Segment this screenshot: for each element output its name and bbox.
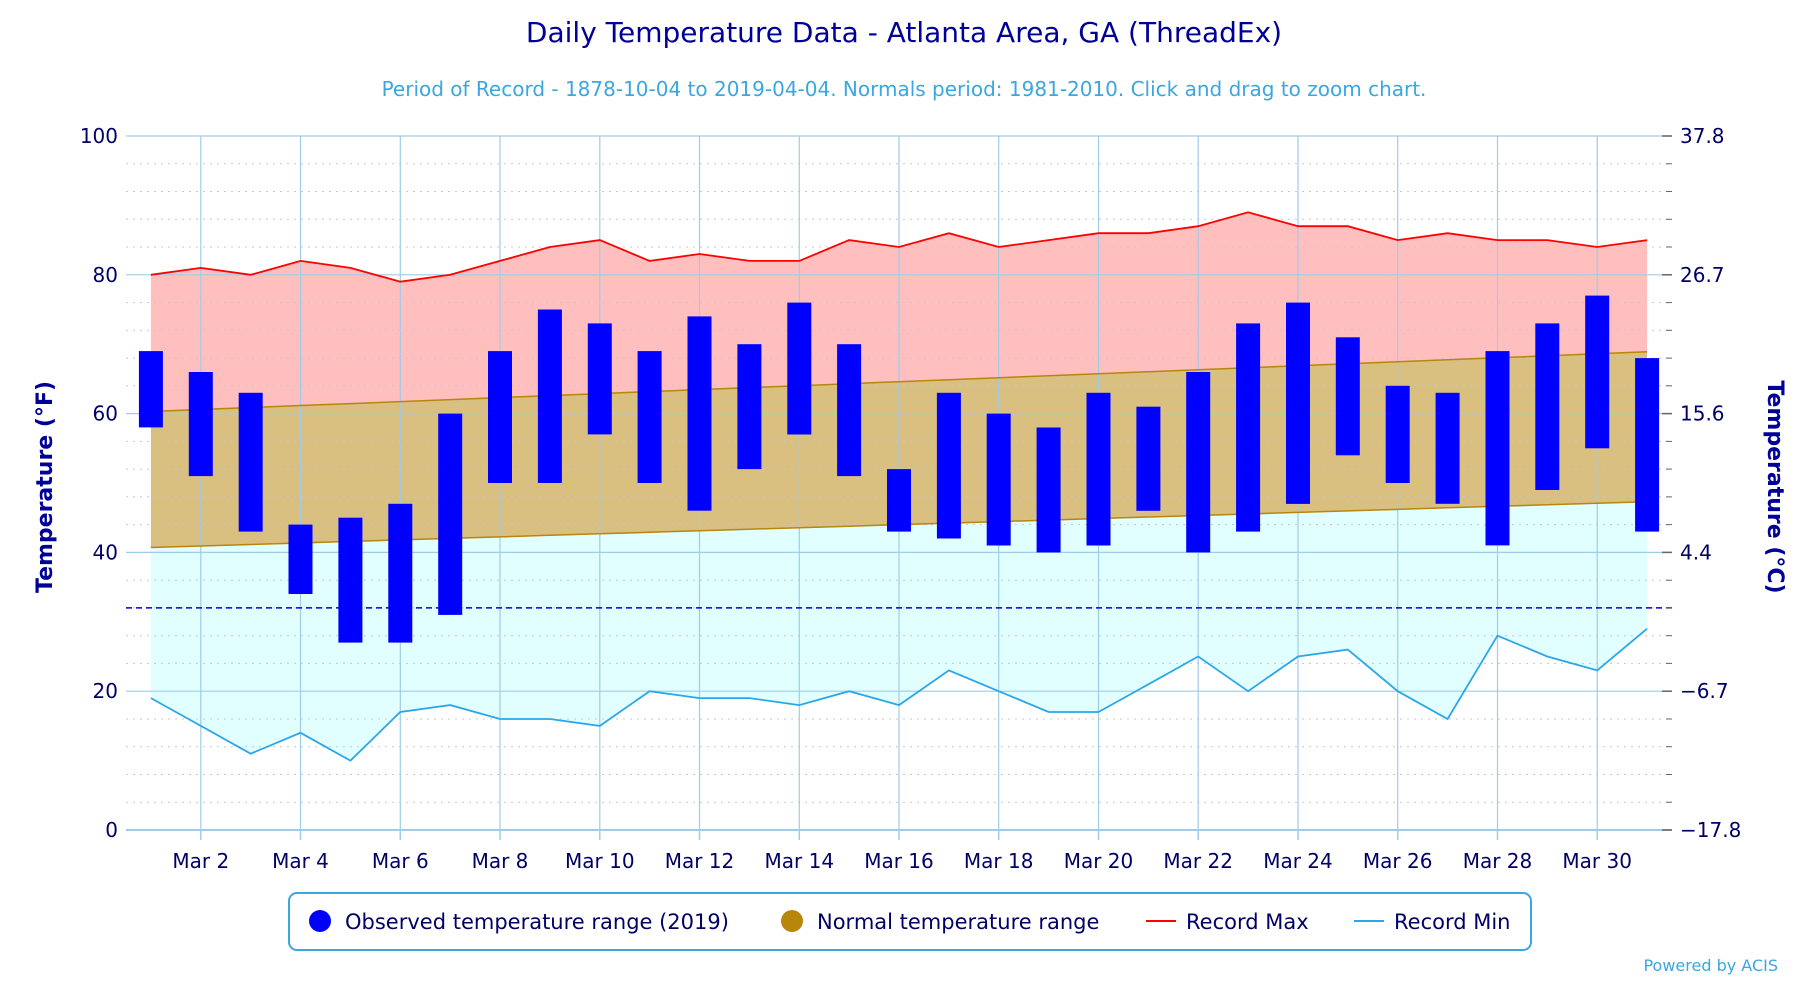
observed-bar[interactable]	[1635, 358, 1660, 532]
observed-bar[interactable]	[637, 351, 662, 483]
legend-normal-marker	[781, 910, 803, 932]
legend-observed-marker	[309, 910, 331, 932]
powered-by-credit[interactable]: Powered by ACIS	[1643, 956, 1778, 975]
y-tick-label-right: 15.6	[1680, 402, 1725, 426]
observed-bars[interactable]	[138, 295, 1660, 643]
x-tick-label: Mar 12	[665, 849, 735, 873]
y-tick-label-right: −6.7	[1680, 679, 1729, 703]
observed-bar[interactable]	[587, 323, 612, 435]
legend-item-normal[interactable]: Normal temperature range	[781, 910, 1099, 934]
x-tick-label: Mar 18	[964, 849, 1034, 873]
record-min-line[interactable]	[150, 628, 1648, 762]
x-tick-label: Mar 8	[472, 849, 529, 873]
x-tick-label: Mar 30	[1562, 849, 1632, 873]
legend-box	[288, 892, 1532, 951]
observed-bar[interactable]	[188, 372, 213, 477]
x-tick-label: Mar 20	[1064, 849, 1134, 873]
x-tick-label: Mar 16	[864, 849, 934, 873]
observed-bar[interactable]	[288, 524, 313, 594]
y-tick-label-left: 0	[105, 818, 118, 842]
y-axis-right-title: Temperature (°C)	[1762, 380, 1787, 593]
y-axis-left-title: Temperature (°F)	[33, 381, 58, 593]
observed-bar[interactable]	[1236, 323, 1261, 532]
observed-bar[interactable]	[1435, 392, 1460, 504]
y-tick-label-right: −17.8	[1680, 818, 1741, 842]
observed-bar[interactable]	[1535, 323, 1560, 490]
record-max-line[interactable]	[150, 211, 1648, 283]
observed-bar[interactable]	[737, 344, 762, 470]
legend-normal-label: Normal temperature range	[817, 910, 1099, 934]
observed-bar[interactable]	[338, 517, 363, 643]
x-tick-label: Mar 6	[372, 849, 429, 873]
observed-bar[interactable]	[687, 316, 712, 511]
observed-bar[interactable]	[438, 413, 463, 615]
x-tick-label: Mar 28	[1463, 849, 1533, 873]
observed-bar[interactable]	[1286, 302, 1310, 504]
observed-bar[interactable]	[837, 344, 862, 477]
observed-bar[interactable]	[1485, 351, 1510, 546]
x-tick-label: Mar 14	[765, 849, 835, 873]
y-tick-label-right: 26.7	[1680, 263, 1725, 287]
observed-bar[interactable]	[138, 351, 163, 428]
legend-item-observed[interactable]: Observed temperature range (2019)	[309, 910, 729, 934]
normal-high-line	[150, 351, 1648, 413]
observed-bar[interactable]	[488, 351, 512, 483]
legend: Observed temperature range (2019) Normal…	[288, 892, 1532, 951]
observed-bar[interactable]	[537, 309, 562, 484]
observed-bar[interactable]	[388, 503, 413, 643]
y-tick-label-right: 4.4	[1680, 540, 1712, 564]
legend-record-max-label: Record Max	[1186, 910, 1309, 934]
legend-item-record-max[interactable]: Record Max	[1146, 910, 1309, 934]
chart-title: Daily Temperature Data - Atlanta Area, G…	[526, 16, 1282, 49]
x-tick-label: Mar 26	[1363, 849, 1433, 873]
x-tick-label: Mar 24	[1263, 849, 1333, 873]
chart-subtitle: Period of Record - 1878-10-04 to 2019-04…	[382, 77, 1427, 101]
y-tick-label-left: 100	[80, 124, 118, 148]
observed-bar[interactable]	[936, 392, 961, 539]
observed-bar[interactable]	[1585, 295, 1610, 449]
x-tick-label: Mar 22	[1163, 849, 1233, 873]
y-tick-label-left: 80	[93, 263, 118, 287]
observed-bar[interactable]	[887, 469, 911, 532]
observed-bar[interactable]	[1036, 427, 1061, 553]
legend-observed-label: Observed temperature range (2019)	[345, 910, 729, 934]
x-tick-label: Mar 10	[565, 849, 635, 873]
observed-bar[interactable]	[1335, 337, 1360, 456]
observed-bar[interactable]	[1086, 392, 1111, 546]
x-tick-label: Mar 4	[272, 849, 329, 873]
observed-bar[interactable]	[1186, 372, 1211, 553]
legend-record-min-label: Record Min	[1394, 910, 1511, 934]
y-tick-label-left: 40	[93, 540, 118, 564]
record-lines	[150, 211, 1648, 762]
legend-item-record-min[interactable]: Record Min	[1354, 910, 1511, 934]
observed-bar[interactable]	[986, 413, 1011, 546]
observed-bar[interactable]	[1136, 406, 1161, 511]
x-tick-label: Mar 2	[172, 849, 229, 873]
y-tick-label-right: 37.8	[1680, 124, 1725, 148]
y-tick-label-left: 60	[93, 402, 118, 426]
observed-bar[interactable]	[238, 392, 263, 532]
observed-bar[interactable]	[787, 302, 812, 435]
observed-bar[interactable]	[1385, 385, 1410, 483]
axes: Mar 2 Mar 4 Mar 6 Mar 8 Mar 10 Mar 12 Mar 14 Ma…	[80, 124, 1741, 873]
y-tick-label-left: 20	[93, 679, 118, 703]
